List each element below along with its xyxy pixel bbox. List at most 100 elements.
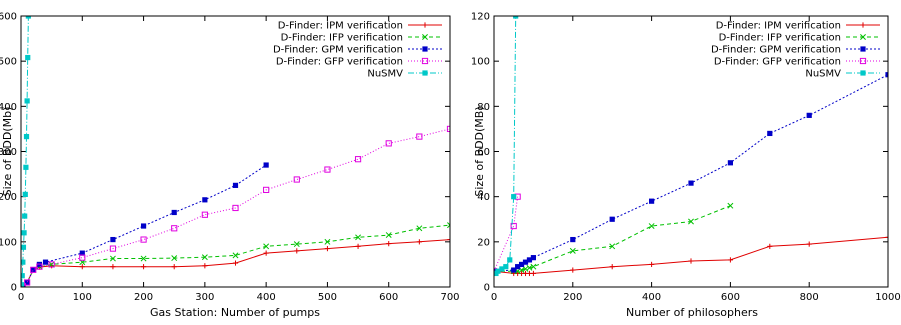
data-point: [499, 266, 505, 272]
legend-label: D-Finder: GPM verification: [711, 45, 841, 56]
x-axis-label: Number of philosophers: [626, 306, 758, 319]
x-tick-label: 200: [563, 292, 582, 303]
data-point: [447, 236, 450, 243]
series-line-1: [494, 236, 888, 274]
data-point: [609, 216, 615, 222]
legend-marker: [422, 22, 428, 28]
x-tick-label: 800: [800, 292, 819, 303]
y-tick-label: 400: [0, 102, 17, 113]
series-line-5: [495, 16, 517, 274]
legend-label: D-Finder: IFP verification: [281, 33, 403, 44]
data-point: [649, 261, 655, 268]
data-point: [324, 238, 331, 245]
data-point: [232, 204, 239, 212]
data-point: [171, 209, 177, 216]
data-point: [24, 279, 30, 286]
y-tick-label: 300: [0, 147, 17, 158]
x-tick-label: 300: [195, 292, 214, 303]
y-tick-label: 120: [471, 12, 490, 23]
data-point: [294, 248, 300, 254]
data-point: [416, 133, 423, 140]
plot-area: [494, 16, 888, 277]
y-tick-label: 40: [477, 192, 490, 203]
data-point: [806, 241, 812, 247]
series-line-2: [22, 224, 450, 287]
x-tick-label: 200: [134, 292, 153, 303]
y-tick-label: 60: [477, 147, 490, 158]
data-point: [21, 230, 27, 236]
legend-label: NuSMV: [805, 69, 841, 80]
data-point: [30, 266, 37, 273]
legend-marker: [422, 46, 428, 52]
data-point: [688, 180, 694, 186]
data-point: [171, 255, 178, 262]
data-point: [21, 244, 27, 250]
data-point: [806, 112, 812, 118]
data-point: [140, 236, 147, 243]
data-point: [22, 191, 28, 198]
data-point: [293, 241, 300, 248]
data-point: [569, 247, 576, 254]
legend-label: D-Finder: IFP verification: [719, 33, 841, 44]
data-point: [385, 232, 392, 239]
data-point: [79, 264, 85, 270]
data-point: [530, 255, 536, 261]
y-tick-label: 100: [0, 237, 17, 248]
legend-label: D-Finder: GFP verification: [714, 57, 841, 68]
data-point: [79, 254, 86, 261]
x-tick-label: 0: [491, 292, 497, 303]
y-tick-label: 600: [0, 12, 17, 23]
legend-marker: [422, 70, 428, 76]
data-point: [609, 264, 615, 270]
legend-label: D-Finder: GFP verification: [276, 57, 403, 68]
data-point: [42, 259, 49, 265]
plot-frame: [20, 15, 451, 288]
x-tick-label: 500: [318, 292, 337, 303]
data-point: [513, 16, 519, 19]
data-point: [25, 16, 31, 19]
data-point: [171, 225, 178, 232]
data-point: [140, 223, 147, 229]
data-point: [110, 236, 116, 243]
y-tick-label: 20: [477, 237, 490, 248]
data-point: [263, 186, 270, 193]
y-tick-label: 500: [0, 57, 17, 68]
data-point: [21, 273, 25, 279]
plot-frame: [493, 15, 889, 288]
data-point: [30, 267, 36, 273]
x-tick-label: 700: [440, 292, 459, 303]
data-point: [609, 243, 616, 250]
x-tick-label: 100: [73, 292, 92, 303]
data-point: [727, 202, 734, 209]
data-point: [511, 194, 517, 200]
data-point: [510, 222, 517, 230]
y-tick-label: 0: [484, 283, 490, 294]
y-tick-label: 100: [471, 57, 490, 68]
data-point: [767, 130, 773, 137]
data-point: [688, 258, 694, 264]
legend-label: D-Finder: IPM verification: [716, 21, 841, 32]
legend-marker: [860, 34, 866, 40]
data-point: [885, 72, 888, 78]
data-point: [22, 213, 28, 219]
data-point: [24, 98, 30, 104]
data-point: [232, 260, 239, 266]
data-point: [25, 54, 31, 61]
data-point: [511, 267, 517, 273]
series-line-5: [21, 16, 29, 285]
data-point: [648, 223, 655, 229]
data-point: [324, 246, 331, 252]
data-point: [688, 218, 694, 225]
data-point: [109, 245, 117, 252]
y-axis-label: Size of BDD(MB): [473, 106, 486, 196]
data-point: [530, 270, 536, 277]
data-point: [503, 264, 509, 270]
legend-label: NuSMV: [367, 69, 403, 80]
data-point: [447, 222, 450, 229]
data-point: [507, 257, 513, 263]
data-point: [48, 261, 55, 268]
data-point: [202, 263, 208, 269]
data-point: [24, 279, 31, 286]
data-point: [140, 264, 147, 270]
